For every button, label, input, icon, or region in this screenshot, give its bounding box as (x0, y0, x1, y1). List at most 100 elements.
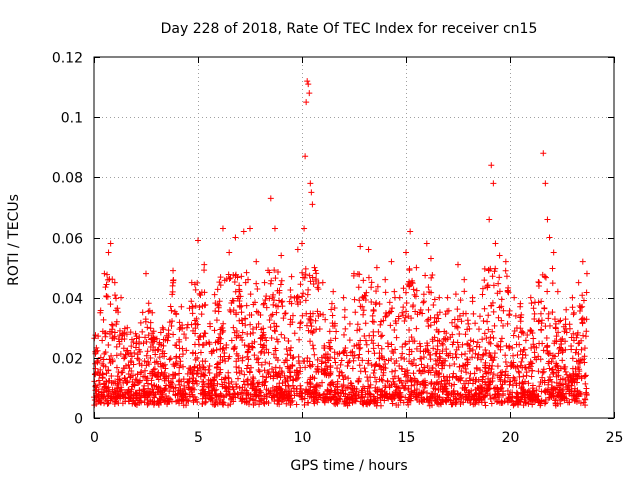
data-point (522, 400, 529, 407)
data-point (432, 350, 439, 357)
data-point (557, 400, 564, 407)
data-point (453, 399, 460, 406)
data-point (225, 374, 232, 381)
data-point (127, 329, 134, 336)
data-point (373, 264, 380, 271)
data-point (141, 382, 148, 389)
data-point (250, 380, 257, 387)
data-point (181, 331, 188, 338)
data-point (211, 401, 218, 408)
data-point (176, 319, 183, 326)
data-point (535, 368, 542, 375)
data-point (214, 380, 221, 387)
data-point (576, 302, 583, 309)
data-point (435, 374, 442, 381)
data-point (221, 385, 228, 392)
data-point (500, 322, 507, 329)
data-point (370, 345, 377, 352)
data-point (360, 401, 367, 408)
data-point (261, 300, 268, 307)
data-point (155, 369, 162, 376)
data-point (496, 304, 503, 311)
data-point (425, 323, 432, 330)
data-point (409, 277, 416, 284)
data-point (555, 389, 562, 396)
data-point (96, 372, 103, 379)
data-point (253, 308, 260, 315)
data-point (237, 395, 244, 402)
data-point (179, 345, 186, 352)
data-point (442, 377, 449, 384)
data-point (289, 377, 296, 384)
data-point (389, 348, 396, 355)
data-point (491, 322, 498, 329)
data-point (480, 351, 487, 358)
data-point (171, 362, 178, 369)
y-tick-label: 0.02 (52, 352, 83, 368)
data-point (354, 270, 361, 277)
data-point (297, 281, 304, 288)
data-point (551, 316, 558, 323)
data-point (510, 352, 517, 359)
data-point (152, 351, 159, 358)
data-point (340, 294, 347, 301)
data-point (130, 339, 137, 346)
marks-layer (91, 78, 590, 409)
data-point (436, 294, 443, 301)
data-point (150, 366, 157, 373)
data-point (578, 374, 585, 381)
data-point (92, 348, 99, 355)
data-point (356, 362, 363, 369)
data-point (97, 395, 104, 402)
data-point (240, 378, 247, 385)
data-point (223, 388, 230, 395)
x-tick-label: 25 (606, 430, 624, 446)
data-point (583, 270, 590, 277)
data-point (146, 390, 153, 397)
data-point (518, 329, 525, 336)
data-point (166, 388, 173, 395)
data-point (257, 349, 264, 356)
data-point (484, 282, 491, 289)
data-point (191, 386, 198, 393)
data-point (305, 81, 312, 88)
data-point (368, 279, 375, 286)
data-point (156, 395, 163, 402)
data-point (556, 380, 563, 387)
data-point (124, 389, 131, 396)
data-point (182, 334, 189, 341)
data-point (247, 321, 254, 328)
data-point (531, 310, 538, 317)
data-point (436, 309, 443, 316)
data-point (418, 389, 425, 396)
data-point (543, 334, 550, 341)
data-point (578, 337, 585, 344)
data-point (517, 314, 524, 321)
data-point (458, 318, 465, 325)
data-point (162, 365, 169, 372)
data-point (118, 369, 125, 376)
data-point (432, 385, 439, 392)
data-point (570, 309, 577, 316)
data-point (465, 320, 472, 327)
data-point (348, 382, 355, 389)
data-point (383, 312, 390, 319)
data-point (239, 320, 246, 327)
data-point (535, 299, 542, 306)
data-point (253, 280, 260, 287)
data-point (347, 349, 354, 356)
data-point (155, 346, 162, 353)
data-point (402, 340, 409, 347)
data-point (198, 311, 205, 318)
data-point (373, 378, 380, 385)
data-point (230, 324, 237, 331)
data-point (129, 383, 136, 390)
data-point (233, 364, 240, 371)
data-point (442, 383, 449, 390)
data-point (261, 367, 268, 374)
data-point (145, 400, 152, 407)
data-point (569, 378, 576, 385)
data-point (472, 320, 479, 327)
data-point (121, 325, 128, 332)
data-point (502, 352, 509, 359)
